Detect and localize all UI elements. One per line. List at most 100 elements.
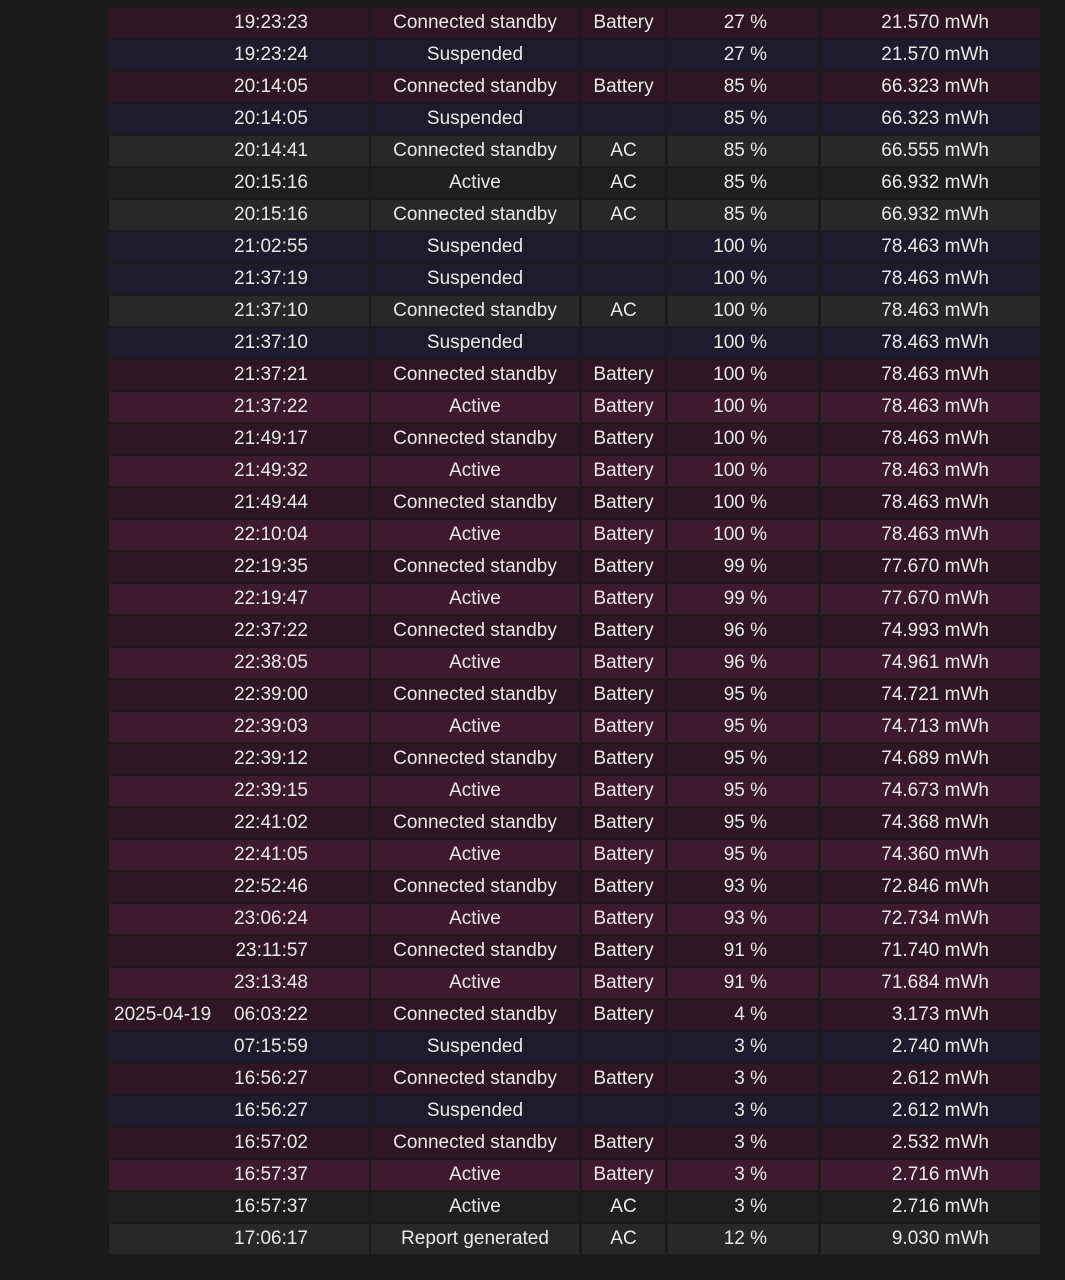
time-text: 23:06:24 bbox=[234, 908, 308, 929]
time-text: 22:19:35 bbox=[234, 556, 308, 577]
percent-text: 99 % bbox=[723, 588, 767, 609]
time-text: 20:14:05 bbox=[234, 108, 308, 129]
source-text: Battery bbox=[593, 460, 654, 481]
percent-text: 100 % bbox=[713, 428, 767, 449]
cell-capacity: 77.670 mWh bbox=[821, 584, 1040, 614]
cell-capacity: 21.570 mWh bbox=[821, 8, 1040, 38]
capacity-text: 74.713 mWh bbox=[881, 716, 989, 737]
state-text: Active bbox=[449, 1196, 501, 1217]
cell-percent: 3 % bbox=[668, 1192, 818, 1222]
cell-percent: 3 % bbox=[668, 1032, 818, 1062]
cell-time: 16:57:37 bbox=[109, 1192, 369, 1222]
cell-state: Active bbox=[371, 168, 579, 198]
cell-time: 16:56:27 bbox=[109, 1064, 369, 1094]
cell-state: Connected standby bbox=[371, 680, 579, 710]
capacity-text: 66.932 mWh bbox=[881, 204, 989, 225]
cell-source: AC bbox=[582, 136, 665, 166]
cell-source: Battery bbox=[582, 8, 665, 38]
cell-capacity: 78.463 mWh bbox=[821, 232, 1040, 262]
cell-percent: 3 % bbox=[668, 1128, 818, 1158]
cell-percent: 96 % bbox=[668, 648, 818, 678]
time-text: 22:39:15 bbox=[234, 780, 308, 801]
time-text: 20:15:16 bbox=[234, 172, 308, 193]
cell-percent: 3 % bbox=[668, 1064, 818, 1094]
time-text: 21:37:10 bbox=[234, 300, 308, 321]
percent-text: 100 % bbox=[713, 268, 767, 289]
capacity-text: 74.368 mWh bbox=[881, 812, 989, 833]
capacity-text: 78.463 mWh bbox=[881, 268, 989, 289]
cell-source: Battery bbox=[582, 360, 665, 390]
cell-state: Active bbox=[371, 584, 579, 614]
capacity-text: 2.740 mWh bbox=[891, 1036, 989, 1057]
cell-capacity: 74.689 mWh bbox=[821, 744, 1040, 774]
cell-time: 21:37:19 bbox=[109, 264, 369, 294]
cell-time: 20:15:16 bbox=[109, 200, 369, 230]
capacity-text: 78.463 mWh bbox=[881, 364, 989, 385]
cell-source: Battery bbox=[582, 424, 665, 454]
cell-state: Suspended bbox=[371, 40, 579, 70]
cell-percent: 95 % bbox=[668, 808, 818, 838]
cell-time: 22:19:35 bbox=[109, 552, 369, 582]
cell-source: Battery bbox=[582, 1064, 665, 1094]
cell-percent: 27 % bbox=[668, 8, 818, 38]
cell-capacity: 71.740 mWh bbox=[821, 936, 1040, 966]
state-text: Active bbox=[449, 972, 501, 993]
cell-state: Active bbox=[371, 392, 579, 422]
percent-text: 91 % bbox=[723, 972, 767, 993]
cell-percent: 100 % bbox=[668, 264, 818, 294]
state-text: Active bbox=[449, 716, 501, 737]
cell-time: 07:15:59 bbox=[109, 1032, 369, 1062]
cell-time: 22:52:46 bbox=[109, 872, 369, 902]
cell-source: Battery bbox=[582, 680, 665, 710]
cell-state: Active bbox=[371, 840, 579, 870]
capacity-text: 77.670 mWh bbox=[881, 588, 989, 609]
cell-time: 17:06:17 bbox=[109, 1224, 369, 1254]
cell-state: Connected standby bbox=[371, 1128, 579, 1158]
state-text: Suspended bbox=[426, 1036, 524, 1057]
cell-source: Battery bbox=[582, 904, 665, 934]
state-text: Connected standby bbox=[393, 812, 557, 833]
time-text: 16:57:37 bbox=[234, 1196, 308, 1217]
state-text: Active bbox=[449, 524, 501, 545]
cell-time: 22:19:47 bbox=[109, 584, 369, 614]
capacity-text: 2.612 mWh bbox=[891, 1100, 989, 1121]
cell-capacity: 78.463 mWh bbox=[821, 520, 1040, 550]
cell-source: Battery bbox=[582, 520, 665, 550]
state-text: Suspended bbox=[426, 332, 524, 353]
cell-capacity: 78.463 mWh bbox=[821, 456, 1040, 486]
source-text: Battery bbox=[593, 396, 654, 417]
percent-text: 100 % bbox=[713, 300, 767, 321]
time-text: 19:23:24 bbox=[234, 44, 308, 65]
source-text: Battery bbox=[593, 620, 654, 641]
state-text: Active bbox=[449, 780, 501, 801]
percent-text: 27 % bbox=[723, 44, 767, 65]
cell-source: Battery bbox=[582, 872, 665, 902]
cell-time: 21:37:21 bbox=[109, 360, 369, 390]
capacity-text: 21.570 mWh bbox=[881, 44, 989, 65]
cell-percent: 93 % bbox=[668, 904, 818, 934]
cell-time: 16:57:37 bbox=[109, 1160, 369, 1190]
cell-state: Connected standby bbox=[371, 1000, 579, 1030]
capacity-text: 74.993 mWh bbox=[881, 620, 989, 641]
cell-state: Active bbox=[371, 776, 579, 806]
capacity-text: 72.846 mWh bbox=[881, 876, 989, 897]
source-text: Battery bbox=[593, 1004, 654, 1025]
capacity-text: 71.740 mWh bbox=[881, 940, 989, 961]
cell-time: 19:23:23 bbox=[109, 8, 369, 38]
time-text: 22:39:00 bbox=[234, 684, 308, 705]
cell-capacity: 2.740 mWh bbox=[821, 1032, 1040, 1062]
cell-capacity: 74.368 mWh bbox=[821, 808, 1040, 838]
cell-state: Active bbox=[371, 1160, 579, 1190]
cell-source: AC bbox=[582, 168, 665, 198]
percent-text: 100 % bbox=[713, 460, 767, 481]
percent-text: 3 % bbox=[734, 1100, 767, 1121]
capacity-text: 2.612 mWh bbox=[891, 1068, 989, 1089]
percent-text: 95 % bbox=[723, 748, 767, 769]
time-text: 16:56:27 bbox=[234, 1100, 308, 1121]
cell-capacity: 78.463 mWh bbox=[821, 392, 1040, 422]
state-text: Connected standby bbox=[393, 12, 557, 33]
cell-capacity: 2.612 mWh bbox=[821, 1096, 1040, 1126]
cell-source: Battery bbox=[582, 488, 665, 518]
cell-percent: 3 % bbox=[668, 1160, 818, 1190]
cell-source: Battery bbox=[582, 616, 665, 646]
